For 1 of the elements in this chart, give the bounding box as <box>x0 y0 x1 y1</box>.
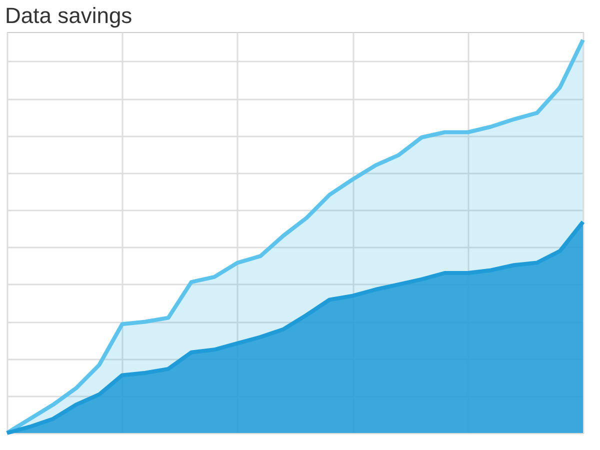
chart-title: Data savings <box>5 3 132 28</box>
